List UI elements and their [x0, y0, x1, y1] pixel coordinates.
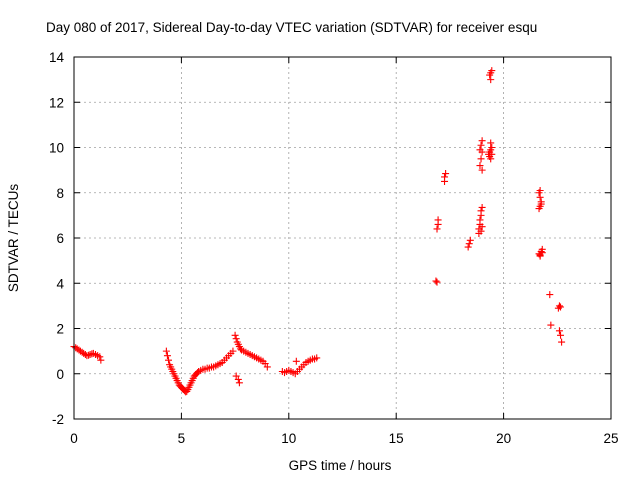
- data-point: [476, 162, 484, 170]
- data-point: [313, 354, 321, 362]
- data-point: [433, 225, 441, 233]
- y-axis-label: SDTVAR / TECUs: [6, 184, 21, 293]
- data-point: [432, 277, 440, 285]
- data-point: [476, 216, 484, 224]
- y-tick-labels: -2 0 2 4 6 8 10 12 14: [49, 50, 65, 427]
- data-point: [477, 207, 485, 215]
- data-point: [465, 240, 473, 248]
- data-point: [232, 335, 240, 343]
- y-tick-label: 10: [49, 141, 64, 156]
- data-point: [162, 347, 170, 355]
- x-tick-label: 25: [603, 431, 618, 446]
- data-point: [434, 216, 442, 224]
- data-point: [433, 278, 441, 286]
- y-tick-label: 8: [56, 186, 64, 201]
- data-point: [557, 331, 565, 339]
- data-point: [487, 76, 495, 84]
- y-tick-label: -2: [52, 412, 64, 427]
- y-tick-label: 6: [56, 231, 64, 246]
- data-point: [441, 173, 449, 181]
- axis-ticks: [73, 56, 612, 420]
- x-axis-label: GPS time / hours: [289, 458, 392, 473]
- data-point: [488, 67, 496, 75]
- data-point: [263, 363, 271, 371]
- data-point: [478, 166, 486, 174]
- data-point: [477, 155, 485, 163]
- data-point: [235, 379, 243, 387]
- data-point: [488, 144, 496, 151]
- data-point: [547, 321, 555, 329]
- data-point: [477, 227, 485, 235]
- data-point: [229, 347, 237, 355]
- data-point: [478, 137, 486, 145]
- data-point: [466, 236, 474, 244]
- data-point: [558, 338, 566, 346]
- x-tick-label: 20: [496, 431, 511, 446]
- data-point: [97, 356, 105, 364]
- y-tick-label: 2: [56, 322, 64, 337]
- data-point: [536, 186, 544, 194]
- data-point: [557, 303, 565, 311]
- data-point: [537, 200, 545, 208]
- y-tick-label: 4: [56, 276, 64, 291]
- data-points: [70, 67, 566, 396]
- data-point: [163, 352, 171, 360]
- data-point: [488, 150, 496, 158]
- y-tick-label: 0: [56, 367, 64, 382]
- data-point: [477, 141, 485, 149]
- x-tick-labels: 0 5 10 15 20 25: [70, 431, 618, 446]
- data-point: [85, 351, 93, 359]
- data-point: [464, 243, 472, 251]
- data-point: [476, 146, 484, 154]
- x-tick-label: 0: [70, 431, 78, 446]
- x-tick-label: 15: [389, 431, 404, 446]
- data-point: [442, 170, 450, 178]
- data-point: [96, 353, 104, 361]
- data-point: [478, 223, 486, 231]
- data-point: [555, 302, 563, 310]
- data-point: [555, 327, 563, 335]
- y-tick-label: 12: [49, 95, 64, 110]
- data-point: [292, 357, 300, 365]
- x-tick-label: 5: [178, 431, 186, 446]
- data-point: [536, 251, 544, 259]
- data-point: [487, 139, 495, 147]
- grid: [74, 57, 611, 419]
- data-point: [165, 356, 173, 364]
- x-tick-label: 10: [281, 431, 296, 446]
- data-point: [231, 331, 239, 339]
- data-point: [478, 203, 486, 211]
- y-tick-label: 14: [49, 50, 65, 65]
- data-point: [487, 155, 495, 163]
- data-point: [546, 291, 554, 299]
- chart-title: Day 080 of 2017, Sidereal Day-to-day VTE…: [46, 20, 537, 35]
- data-point: [536, 193, 544, 201]
- data-point: [234, 375, 242, 383]
